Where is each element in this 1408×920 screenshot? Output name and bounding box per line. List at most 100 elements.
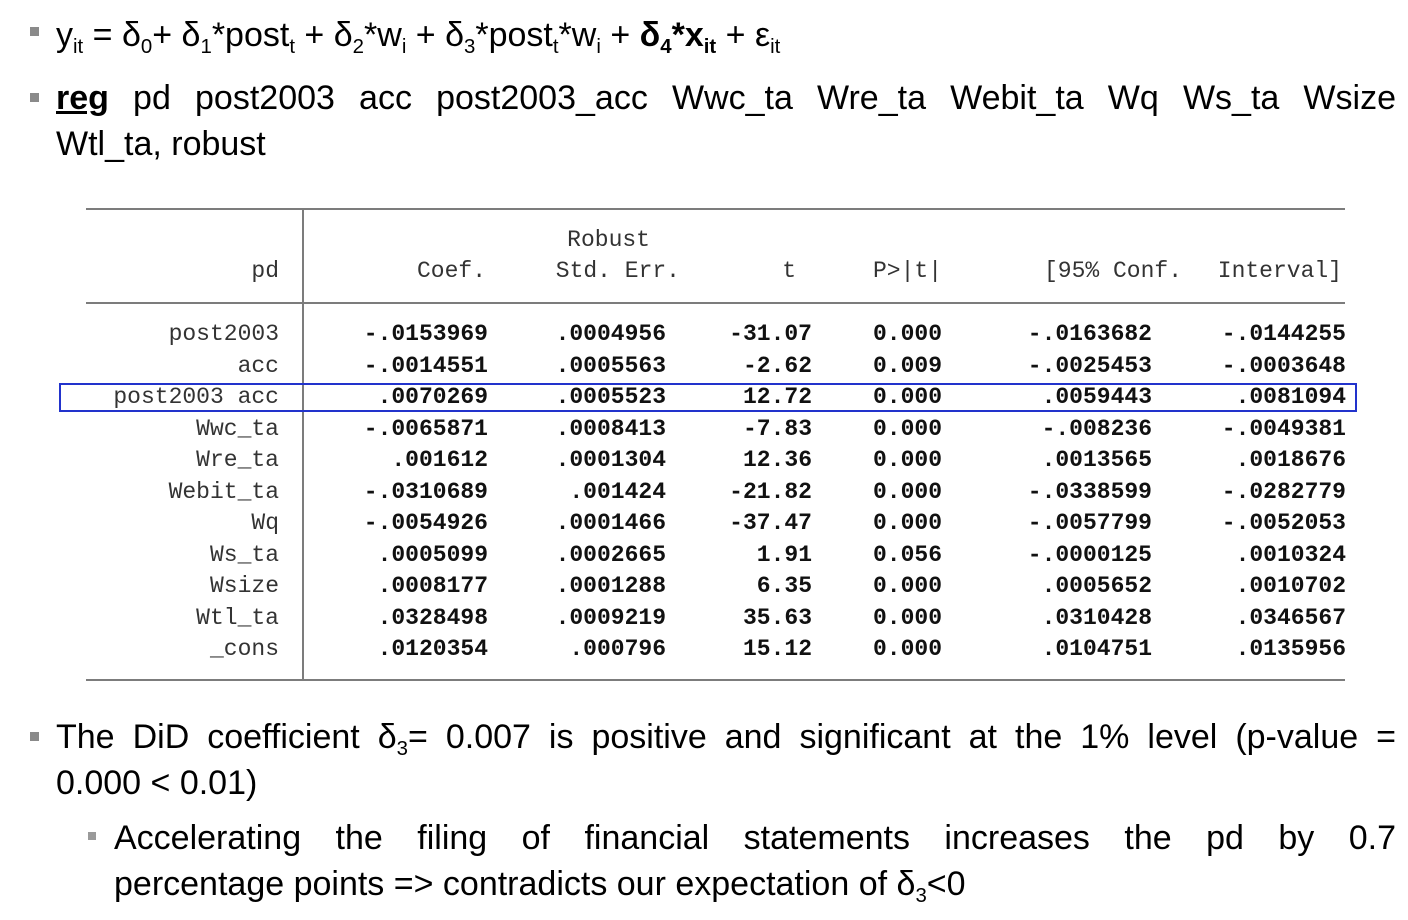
cell-ci-high: .0135956 [1235, 636, 1346, 662]
cell-stderr: .0002665 [555, 541, 666, 568]
cell-stderr: .0009219 [555, 604, 666, 631]
cell-coef: .0008177 [377, 573, 488, 599]
table-header-rule [86, 302, 1345, 304]
cell-t: -31.07 [729, 321, 812, 347]
cell-variable: _cons [209, 636, 279, 662]
conclusion-text: = 0.007 is positive and significant at t… [407, 718, 1397, 756]
eq-sub: it [770, 36, 781, 59]
eq-sub: it [703, 36, 717, 59]
cell-stderr: .0001288 [555, 573, 666, 599]
command-args: pd post2003 acc post2003_acc Wwc_ta Wre_… [108, 79, 1396, 117]
cell-ci-high: -.0144255 [1221, 321, 1346, 347]
eq-text: + δ [294, 16, 353, 54]
delta-subscript: 3 [915, 885, 927, 908]
cell-pvalue: 0.000 [872, 604, 942, 631]
eq-text: *w [364, 16, 402, 54]
cell-ci-high: .0346567 [1235, 604, 1346, 631]
cell-ci-high: .0018676 [1235, 447, 1346, 473]
cell-ci-low: .0104751 [1041, 636, 1152, 662]
cell-variable: Wq [251, 510, 279, 536]
delta-subscript: 3 [396, 738, 408, 761]
eq-sub: i [596, 36, 601, 59]
cell-t: 1.91 [756, 541, 812, 568]
cell-pvalue: 0.000 [872, 573, 942, 599]
conclusion-text: The DiD coefficient δ [56, 718, 397, 756]
cell-ci-low: -.0163682 [1027, 321, 1152, 347]
conclusion-line1: The DiD coefficient δ3= 0.007 is positiv… [56, 714, 1396, 760]
cell-t: -7.83 [742, 415, 812, 442]
cell-stderr: .0005563 [555, 352, 666, 379]
eq-sub: t [289, 36, 295, 59]
cell-coef: -.0014551 [363, 352, 488, 379]
header-stderr: Std. Err. [555, 258, 680, 284]
cell-t: 12.72 [742, 384, 812, 410]
cell-coef: -.0054926 [363, 510, 488, 536]
bullet-marker [30, 732, 39, 741]
cell-ci-low: .0310428 [1041, 604, 1152, 631]
cell-ci-high: .0010324 [1235, 541, 1346, 568]
cell-pvalue: 0.009 [872, 352, 942, 379]
cell-ci-low: -.0057799 [1027, 510, 1152, 536]
cell-pvalue: 0.000 [872, 636, 942, 662]
eq-text: *w [558, 16, 597, 54]
cell-stderr: .001424 [569, 478, 666, 505]
cell-ci-low: -.008236 [1041, 415, 1152, 442]
stata-command-line1: reg pd post2003 acc post2003_acc Wwc_ta … [56, 75, 1396, 121]
model-equation: yit = δ0+ δ1*postt + δ2*wi + δ3*postt*wi… [56, 12, 780, 58]
table-divider [302, 208, 304, 681]
header-ci-high: Interval] [1217, 258, 1342, 284]
header-robust: Robust [567, 227, 650, 253]
table-top-rule [86, 208, 1345, 210]
eq-text: *post [211, 16, 290, 54]
cell-pvalue: 0.000 [872, 447, 942, 473]
header-depvar: pd [251, 258, 279, 284]
cell-ci-low: -.0338599 [1027, 478, 1152, 505]
cell-coef: -.0065871 [363, 415, 488, 442]
cell-ci-high: .0081094 [1235, 384, 1346, 410]
cell-ci-high: -.0282779 [1221, 478, 1346, 505]
cell-pvalue: 0.000 [872, 415, 942, 442]
interpretation-line2: percentage points => contradicts our exp… [114, 861, 966, 907]
cell-t: -2.62 [742, 352, 812, 379]
cell-variable: Wtl_ta [196, 604, 279, 631]
cell-t: 12.36 [742, 447, 812, 473]
interpretation-text: <0 [926, 865, 966, 903]
cell-pvalue: 0.000 [872, 384, 942, 410]
eq-text: + δ [152, 16, 201, 54]
cell-stderr: .0001304 [555, 447, 666, 473]
cell-variable: Wre_ta [196, 447, 279, 473]
cell-stderr: .000796 [569, 636, 666, 662]
eq-sub: t [552, 36, 559, 59]
highlight-box [59, 383, 1357, 412]
regression-table: Robust pd Coef. Std. Err. t P>|t| [95% C… [59, 208, 1357, 681]
cell-ci-low: -.0000125 [1027, 541, 1152, 568]
cell-pvalue: 0.000 [872, 478, 942, 505]
eq-sub: 0 [140, 36, 153, 59]
header-t: t [782, 258, 796, 284]
cell-ci-high: .0010702 [1235, 573, 1346, 599]
sub-bullet-marker [88, 832, 96, 840]
cell-t: 15.12 [742, 636, 812, 662]
eq-sub: 3 [464, 36, 476, 59]
conclusion-line2: 0.000 < 0.01) [56, 764, 258, 802]
cell-variable: post2003 [168, 321, 279, 347]
cell-variable: acc [237, 352, 279, 379]
eq-text: *x [671, 16, 704, 54]
cell-ci-low: .0059443 [1041, 384, 1152, 410]
interpretation-text: percentage points => contradicts our exp… [114, 865, 916, 903]
eq-text: + δ [406, 16, 465, 54]
header-coef: Coef. [416, 258, 486, 284]
stata-command-line2: Wtl_ta, robust [56, 125, 266, 163]
command-keyword: reg [56, 79, 109, 117]
cell-ci-low: -.0025453 [1027, 352, 1152, 379]
cell-variable: Webit_ta [168, 478, 279, 505]
cell-pvalue: 0.000 [872, 321, 942, 347]
bullet-marker [30, 93, 39, 102]
cell-variable: Wsize [209, 573, 279, 599]
cell-pvalue: 0.056 [872, 541, 942, 568]
cell-coef: .0070269 [377, 384, 488, 410]
eq-text: + ε [716, 16, 771, 54]
cell-coef: .0328498 [377, 604, 488, 631]
eq-text: δ [639, 16, 661, 54]
cell-stderr: .0004956 [555, 321, 666, 347]
